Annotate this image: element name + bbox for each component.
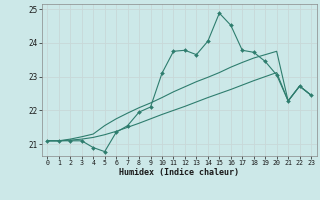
X-axis label: Humidex (Indice chaleur): Humidex (Indice chaleur) xyxy=(119,168,239,177)
